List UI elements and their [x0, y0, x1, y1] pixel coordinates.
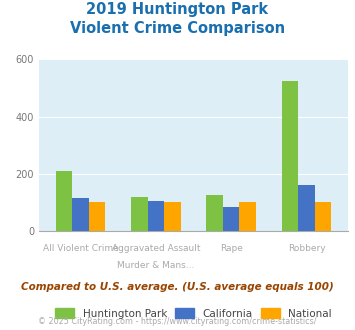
Bar [315, 202, 331, 231]
Text: Aggravated Assault: Aggravated Assault [111, 244, 200, 253]
Text: © 2025 CityRating.com - https://www.cityrating.com/crime-statistics/: © 2025 CityRating.com - https://www.city… [38, 317, 317, 326]
Bar [206, 195, 223, 231]
Bar [282, 81, 298, 231]
Text: Violent Crime Comparison: Violent Crime Comparison [70, 21, 285, 36]
Text: All Violent Crime: All Violent Crime [43, 244, 118, 253]
Bar [72, 198, 89, 231]
Bar [89, 202, 105, 231]
Bar [56, 171, 72, 231]
Text: Murder & Mans...: Murder & Mans... [117, 261, 195, 270]
Text: 2019 Huntington Park: 2019 Huntington Park [86, 2, 269, 16]
Bar [239, 202, 256, 231]
Bar [298, 185, 315, 231]
Bar [148, 201, 164, 231]
Bar [131, 197, 148, 231]
Bar [223, 207, 239, 231]
Text: Robbery: Robbery [288, 244, 325, 253]
Text: Rape: Rape [220, 244, 242, 253]
Bar [164, 202, 181, 231]
Legend: Huntington Park, California, National: Huntington Park, California, National [55, 308, 332, 318]
Text: Compared to U.S. average. (U.S. average equals 100): Compared to U.S. average. (U.S. average … [21, 282, 334, 292]
